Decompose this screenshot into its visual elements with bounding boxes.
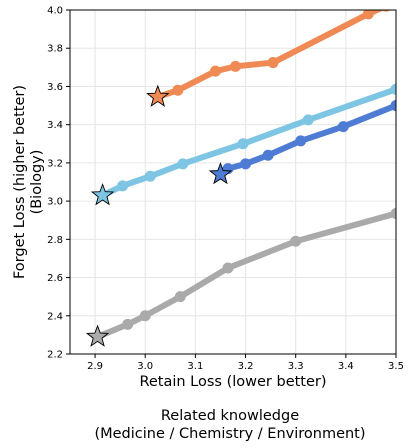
data-point <box>209 65 221 77</box>
y-tick-label: 2.8 <box>47 235 63 246</box>
star-marker <box>208 162 233 185</box>
y-tick-label: 3.2 <box>47 158 63 169</box>
x-tick-label: 3.0 <box>137 361 153 372</box>
x-tick-label: 3.3 <box>288 361 304 372</box>
x-tick-label: 3.2 <box>238 361 254 372</box>
star-marker <box>146 84 170 107</box>
y-axis-label-line-2: (Biology) <box>29 150 45 215</box>
series-layer <box>94 10 396 340</box>
series-3 <box>154 10 390 100</box>
data-point <box>295 135 307 147</box>
y-tick-label: 2.2 <box>47 350 63 361</box>
star-layer <box>85 84 233 347</box>
data-point <box>117 180 129 192</box>
data-point <box>172 84 184 96</box>
y-tick-label: 3.4 <box>47 120 63 131</box>
data-point <box>122 318 134 330</box>
data-point <box>337 121 349 133</box>
x-tick-label: 3.4 <box>338 361 354 372</box>
data-point <box>302 114 314 126</box>
y-tick-label: 2.6 <box>47 273 63 284</box>
star-marker <box>85 324 110 347</box>
y-tick-label: 3.8 <box>47 44 63 55</box>
caption-line-1: Related knowledge <box>161 408 299 424</box>
plot-frame <box>69 9 397 355</box>
y-tick-label: 3.0 <box>47 197 63 208</box>
series-0 <box>94 208 396 340</box>
y-tick-label: 2.4 <box>47 311 63 322</box>
x-tick-label: 3.1 <box>187 361 203 372</box>
series-2 <box>217 100 396 178</box>
data-point <box>139 310 151 322</box>
y-tick-label: 3.6 <box>47 82 63 93</box>
data-point <box>262 149 274 161</box>
data-point <box>390 83 396 95</box>
y-axis-label-line-1: Forget Loss (higher better) <box>12 85 28 279</box>
caption-line-2: (Medicine / Chemistry / Environment) <box>94 426 365 442</box>
data-point <box>177 158 189 170</box>
data-point <box>222 262 234 274</box>
data-point <box>390 100 396 112</box>
y-tick-label: 4.0 <box>47 6 63 17</box>
data-point <box>390 208 396 220</box>
x-tick-label: 2.9 <box>87 361 103 372</box>
data-point <box>144 170 156 182</box>
data-point <box>240 158 252 170</box>
data-point <box>290 235 302 247</box>
y-axis-ticks: 2.2 2.4 2.6 2.8 3.0 3.2 3.4 3.6 3.8 4.0 <box>47 6 70 361</box>
data-point <box>362 10 374 20</box>
data-point <box>230 60 242 72</box>
x-tick-label: 3.5 <box>388 361 404 372</box>
x-axis-ticks: 2.9 3.0 3.1 3.2 3.3 3.4 3.5 <box>87 354 404 372</box>
data-point <box>237 138 249 150</box>
star-marker <box>90 183 115 206</box>
data-point <box>267 57 279 69</box>
data-point <box>174 291 186 303</box>
x-axis-label: Retain Loss (lower better) <box>139 374 326 390</box>
series-1 <box>99 83 396 199</box>
